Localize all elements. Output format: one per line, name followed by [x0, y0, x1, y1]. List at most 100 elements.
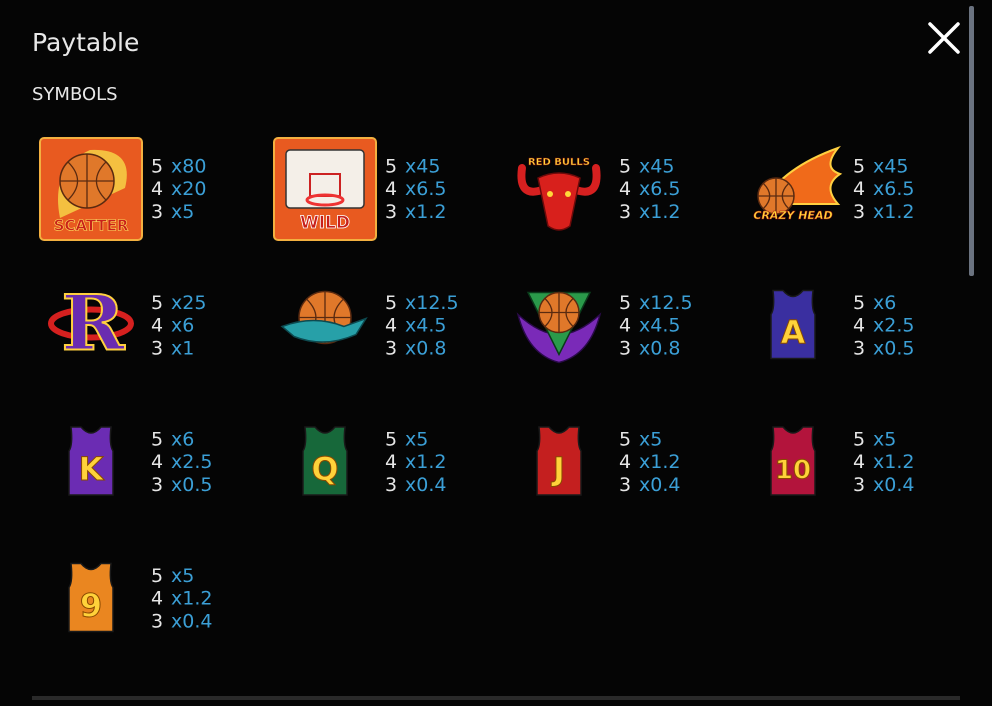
pay-multiplier: x1.2 — [405, 201, 446, 223]
bull-head — [537, 172, 581, 231]
pay-multiplier: x5 — [171, 201, 194, 223]
pay-count: 3 — [151, 610, 163, 632]
pay-multiplier: x1.2 — [171, 588, 212, 610]
pay-count: 4 — [385, 178, 397, 200]
divider — [32, 696, 960, 700]
pay-count: 3 — [853, 337, 865, 359]
symbol: 9 5 x5 4 x1.2 3 x0.4 — [68, 562, 212, 632]
close-button[interactable] — [924, 18, 964, 58]
pay-count: 3 — [619, 337, 631, 359]
pay-multiplier: x4.5 — [405, 315, 446, 337]
ring — [48, 306, 134, 341]
jersey — [770, 426, 816, 496]
pay-count: 5 — [151, 292, 163, 314]
pay-multiplier: x0.4 — [639, 474, 680, 496]
pay-multiplier: x6.5 — [873, 178, 914, 200]
ball-seam — [539, 292, 579, 333]
symbol: CRAZY HEAD 5 x45 4 x6.5 3 x1.2 — [753, 145, 914, 223]
pay-count: 4 — [619, 315, 631, 337]
symbol: J 5 x5 4 x1.2 3 x0.4 — [536, 426, 680, 496]
pay-multiplier: x2.5 — [171, 451, 212, 473]
symbol: Q 5 x5 4 x1.2 3 x0.4 — [302, 426, 446, 496]
pay-count: 5 — [619, 156, 631, 178]
symbol-label: R — [61, 279, 125, 368]
symbol-label: J — [551, 450, 565, 488]
pay-count: 3 — [619, 201, 631, 223]
symbol-label: WILD — [300, 213, 350, 233]
pay-multiplier: x0.5 — [873, 337, 914, 359]
eye — [547, 191, 553, 197]
pay-count: 4 — [151, 178, 163, 200]
pay-count: 3 — [385, 201, 397, 223]
pay-multiplier: x1.2 — [405, 451, 446, 473]
pay-count: 5 — [151, 429, 163, 451]
close-stroke[interactable] — [928, 22, 960, 54]
pay-count: 4 — [385, 315, 397, 337]
pay-multiplier: x45 — [405, 156, 440, 178]
pay-multiplier: x5 — [405, 429, 428, 451]
symbol: 5 x12.5 4 x4.5 3 x0.8 — [280, 290, 459, 359]
pay-multiplier: x0.4 — [873, 474, 914, 496]
scrollbar[interactable] — [969, 6, 974, 276]
pay-count: 3 — [151, 474, 163, 496]
pay-count: 4 — [853, 451, 865, 473]
symbol-label: RED BULLS — [528, 157, 590, 168]
pay-multiplier: x2.5 — [873, 315, 914, 337]
symbol: WILD 5 x45 4 x6.5 3 x1.2 — [273, 137, 446, 241]
pay-multiplier: x25 — [171, 292, 206, 314]
symbol: RED BULLS 5 x45 4 x6.5 3 x1.2 — [517, 156, 680, 231]
pay-count: 5 — [853, 292, 865, 314]
pay-multiplier: x80 — [171, 156, 206, 178]
pay-multiplier: x45 — [639, 156, 674, 178]
pay-multiplier: x1.2 — [639, 201, 680, 223]
horns — [517, 164, 601, 196]
kangaroo — [280, 317, 368, 343]
pay-count: 5 — [385, 429, 397, 451]
pay-multiplier: x0.8 — [405, 337, 446, 359]
pay-count: 5 — [385, 156, 397, 178]
pay-count: 4 — [151, 315, 163, 337]
ball-seam — [60, 154, 114, 208]
jersey — [68, 426, 114, 496]
pay-count: 3 — [385, 337, 397, 359]
pay-count: 3 — [619, 474, 631, 496]
ball-seam — [299, 291, 351, 344]
pay-count: 3 — [385, 474, 397, 496]
pay-count: 5 — [619, 292, 631, 314]
pay-multiplier: x0.5 — [171, 474, 212, 496]
pay-multiplier: x6.5 — [639, 178, 680, 200]
pay-multiplier: x6 — [171, 429, 194, 451]
symbol-label: A — [781, 314, 806, 352]
symbol-label: 10 — [775, 456, 811, 486]
symbol: 10 5 x5 4 x1.2 3 x0.4 — [770, 426, 914, 496]
pay-count: 5 — [853, 429, 865, 451]
pay-count: 5 — [853, 156, 865, 178]
pay-count: 3 — [151, 337, 163, 359]
symbol-label: Q — [311, 450, 338, 488]
backboard — [285, 149, 365, 209]
pay-count: 4 — [619, 178, 631, 200]
rim — [305, 193, 345, 207]
jersey — [536, 426, 582, 496]
pay-count: 3 — [853, 201, 865, 223]
pay-multiplier: x20 — [171, 178, 206, 200]
pay-count: 5 — [151, 565, 163, 587]
pay-multiplier: x1.2 — [873, 201, 914, 223]
pay-multiplier: x1 — [171, 337, 194, 359]
pay-multiplier: x0.4 — [171, 610, 212, 632]
pay-count: 5 — [619, 429, 631, 451]
symbol: A 5 x6 4 x2.5 3 x0.5 — [770, 289, 914, 359]
title: Paytable — [32, 28, 139, 57]
pay-count: 3 — [151, 201, 163, 223]
pay-multiplier: x0.4 — [405, 474, 446, 496]
symbol: SCATTER 5 x80 4 x20 3 x5 — [39, 137, 206, 241]
pay-count: 4 — [151, 451, 163, 473]
symbol-label: 9 — [80, 587, 102, 625]
symbol-label: K — [79, 450, 105, 488]
pay-multiplier: x5 — [639, 429, 662, 451]
pay-multiplier: x6.5 — [405, 178, 446, 200]
section-heading: SYMBOLS — [32, 84, 118, 105]
symbol-label: SCATTER — [54, 217, 129, 235]
